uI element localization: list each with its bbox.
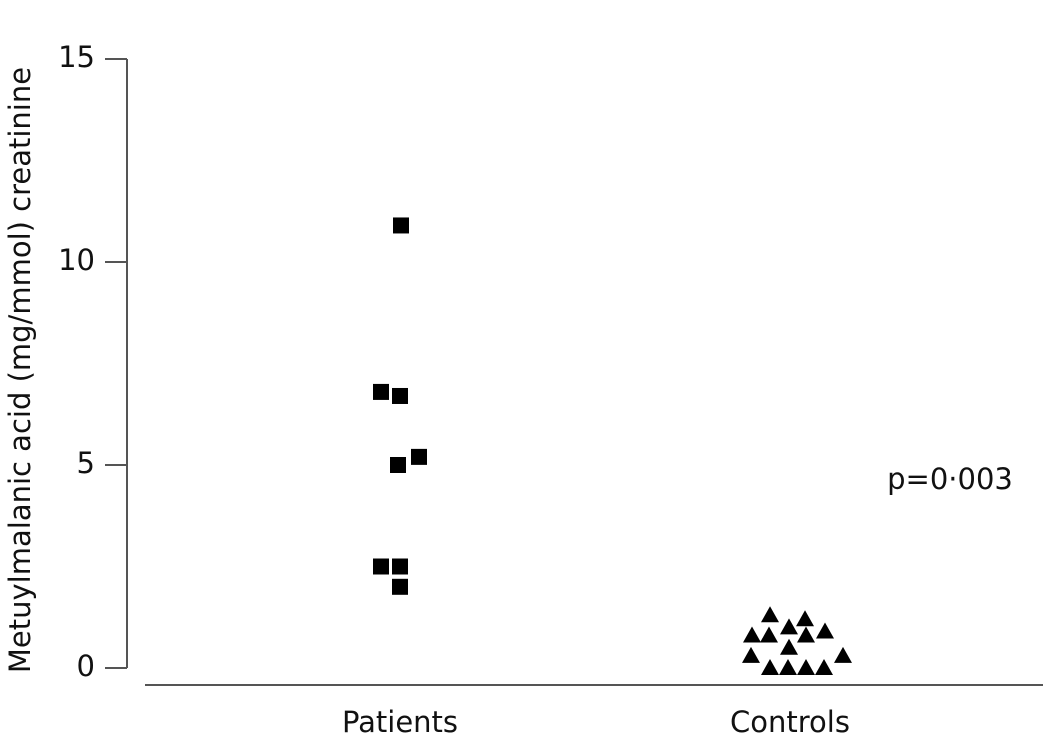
data-point bbox=[834, 646, 852, 663]
x-tick-label: Patients bbox=[342, 705, 458, 739]
data-point bbox=[760, 626, 778, 643]
data-point bbox=[761, 659, 779, 675]
data-point bbox=[815, 659, 833, 675]
data-point bbox=[392, 578, 408, 595]
data-point bbox=[373, 558, 389, 575]
data-point bbox=[742, 646, 760, 663]
y-tick-label: 15 bbox=[58, 40, 95, 74]
y-tick-label: 0 bbox=[77, 649, 95, 683]
data-point bbox=[761, 606, 779, 623]
data-point bbox=[796, 610, 814, 627]
data-point bbox=[779, 659, 797, 675]
data-point bbox=[797, 626, 815, 643]
data-point bbox=[797, 659, 815, 675]
y-axis-label: Metuylmalanic acid (mg/mmol) creatinine bbox=[3, 67, 37, 673]
data-point bbox=[392, 387, 408, 404]
y-tick-label: 10 bbox=[58, 243, 95, 277]
data-point bbox=[743, 626, 761, 643]
data-point bbox=[392, 558, 408, 575]
y-tick-label: 5 bbox=[77, 446, 95, 480]
data-point bbox=[780, 618, 798, 635]
data-point bbox=[780, 638, 798, 655]
data-point bbox=[390, 457, 406, 473]
data-point bbox=[373, 383, 389, 400]
x-tick-label: Controls bbox=[730, 705, 850, 739]
annotation: p=0·003 bbox=[887, 462, 1013, 496]
data-point bbox=[816, 622, 834, 639]
data-point bbox=[393, 217, 409, 234]
data-point bbox=[411, 448, 427, 465]
